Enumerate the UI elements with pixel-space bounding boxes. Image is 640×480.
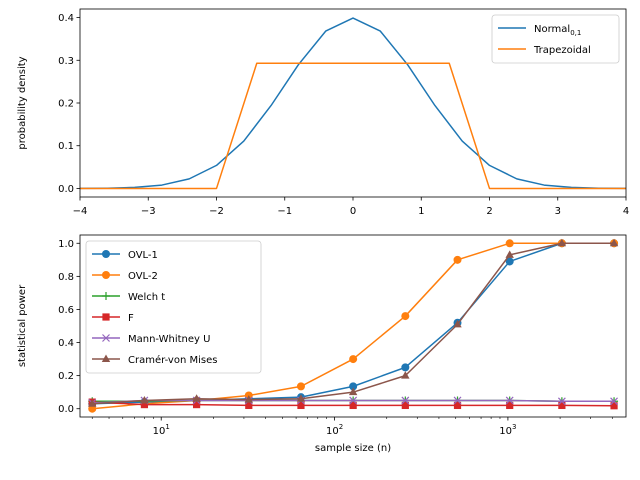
- x-tick-label: 4: [623, 206, 629, 217]
- legend-label-text: F: [128, 313, 134, 324]
- legend-marker: [102, 250, 110, 258]
- data-point: [296, 382, 305, 391]
- x-tick-base: 10: [326, 426, 339, 437]
- axes-frame: [79, 8, 627, 198]
- y-tick-label: 0.0: [58, 404, 74, 415]
- x-tick-label: −4: [73, 206, 88, 217]
- data-point: [244, 395, 253, 403]
- data-point: [558, 401, 566, 410]
- legend-label-subscript: 0,1: [570, 29, 581, 37]
- series-line-trapezoidal: [80, 62, 626, 190]
- data-point: [610, 397, 618, 406]
- data-point: [349, 396, 358, 405]
- y-tick-label: 0.4: [58, 13, 74, 24]
- data-point: [140, 395, 149, 404]
- x-tick-label: 0: [350, 206, 356, 217]
- y-axis-label: probability density: [17, 56, 28, 149]
- x-tick-label: 3: [555, 206, 561, 217]
- x-tick-label: 2: [486, 206, 492, 217]
- data-point: [453, 401, 462, 410]
- data-point: [610, 402, 618, 410]
- data-point: [88, 399, 97, 407]
- data-point: [453, 396, 462, 405]
- data-point: [453, 255, 462, 264]
- data-point: [349, 355, 358, 364]
- x-tick-label: −2: [209, 206, 224, 217]
- data-point: [349, 401, 357, 410]
- data-point: [401, 371, 410, 379]
- data-point: [296, 394, 306, 402]
- x-tick-label: 103: [499, 423, 516, 437]
- data-point: [349, 382, 358, 391]
- legend-marker: [101, 354, 111, 362]
- data-point: [245, 401, 253, 410]
- legend-label: Welch t: [128, 292, 165, 303]
- data-point: [557, 238, 567, 247]
- legend-label: OVL-1: [128, 250, 158, 261]
- x-tick-base: 10: [153, 426, 166, 437]
- data-point: [401, 312, 410, 321]
- legend-label: F: [128, 313, 134, 324]
- data-point: [505, 396, 514, 405]
- y-tick-label: 0.8: [58, 272, 74, 283]
- legend-label-text: OVL-2: [128, 271, 158, 282]
- y-tick-label: 0.0: [58, 184, 74, 195]
- y-axis-label: statistical power: [17, 284, 28, 367]
- data-point: [505, 250, 514, 258]
- legend-label: Cramér-von Mises: [128, 354, 217, 366]
- y-tick-label: 0.3: [58, 56, 74, 67]
- series-line-normal: [80, 17, 626, 190]
- data-point: [192, 394, 201, 402]
- x-tick-label: 102: [326, 423, 343, 437]
- x-tick-label: −1: [277, 206, 292, 217]
- data-point: [505, 239, 514, 248]
- legend-box: [491, 14, 620, 64]
- legend-marker: [102, 334, 110, 342]
- legend-label-text: Mann-Whitney U: [128, 334, 210, 345]
- data-point: [297, 401, 305, 410]
- legend-label-text: OVL-1: [128, 250, 158, 261]
- legend-label-text: Cramér-von Mises: [128, 354, 217, 366]
- y-tick-label: 0.6: [58, 305, 74, 316]
- data-point: [348, 387, 358, 396]
- data-point: [505, 257, 514, 266]
- density-plot: −4 −3 −2 −1 0 1 2 3 4 0.0 0.1 0.2 0.3 0.4 probability …: [17, 8, 629, 217]
- data-point: [506, 401, 514, 410]
- legend-label-text: Welch t: [128, 292, 165, 303]
- data-point: [401, 401, 409, 410]
- y-tick-label: 0.4: [58, 338, 74, 349]
- y-tick-label: 0.2: [58, 371, 74, 382]
- x-tick-label: −3: [141, 206, 156, 217]
- data-point: [609, 238, 619, 247]
- legend-label: Trapezoidal: [533, 45, 591, 56]
- legend-label-text: Normal: [534, 24, 570, 35]
- axes-frame: [79, 234, 627, 418]
- data-point: [140, 400, 149, 409]
- x-axis-label: sample size (n): [315, 443, 391, 454]
- legend-label-text: Trapezoidal: [533, 45, 591, 56]
- y-tick-label: 0.1: [58, 141, 74, 152]
- data-point: [192, 400, 201, 409]
- legend-marker: [102, 271, 110, 279]
- legend-label: Normal0,1: [534, 24, 581, 37]
- legend-marker: [102, 313, 110, 321]
- data-point: [401, 396, 410, 405]
- legend-label: Mann-Whitney U: [128, 334, 210, 345]
- x-tick-exponent: 2: [339, 423, 343, 431]
- data-point: [401, 363, 410, 372]
- y-tick-label: 0.2: [58, 99, 74, 110]
- x-tick-label: 1: [418, 206, 424, 217]
- legend-label: OVL-2: [128, 271, 158, 282]
- legend-box: [85, 240, 262, 374]
- legend-marker: [102, 292, 110, 300]
- x-tick-base: 10: [499, 426, 512, 437]
- x-tick-exponent: 3: [512, 423, 516, 431]
- data-point: [453, 319, 462, 328]
- x-tick-exponent: 1: [165, 423, 169, 431]
- y-tick-label: 1.0: [58, 239, 74, 250]
- x-tick-label: 101: [153, 423, 170, 437]
- data-point: [557, 397, 566, 406]
